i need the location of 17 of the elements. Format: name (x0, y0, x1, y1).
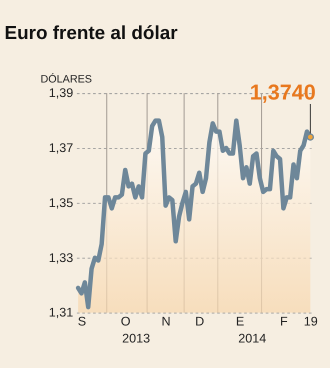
text: 2013 (122, 331, 150, 346)
x-tick-label: N (162, 314, 171, 329)
x-tick-label: E (236, 314, 244, 329)
text: 2014 (238, 331, 266, 346)
x-tick-label: S (78, 314, 86, 329)
x-tick-label: O (120, 314, 131, 329)
x-tick-label: 19 (304, 314, 318, 329)
y-tick-label: 1,35 (48, 196, 74, 210)
x-tick-label: D (195, 314, 204, 329)
annotation: 1,3740 (250, 79, 316, 104)
y-tick-label: 1,39 (48, 86, 74, 100)
x-tick-label: F (280, 314, 288, 329)
y-axis-title: DÓLARES (40, 72, 92, 86)
chart-title: Euro frente al dólar (4, 23, 178, 44)
y-tick-label: 1,37 (48, 141, 74, 156)
y-tick-label: 1,31 (48, 306, 74, 320)
y-tick-label: 1,33 (48, 250, 74, 265)
